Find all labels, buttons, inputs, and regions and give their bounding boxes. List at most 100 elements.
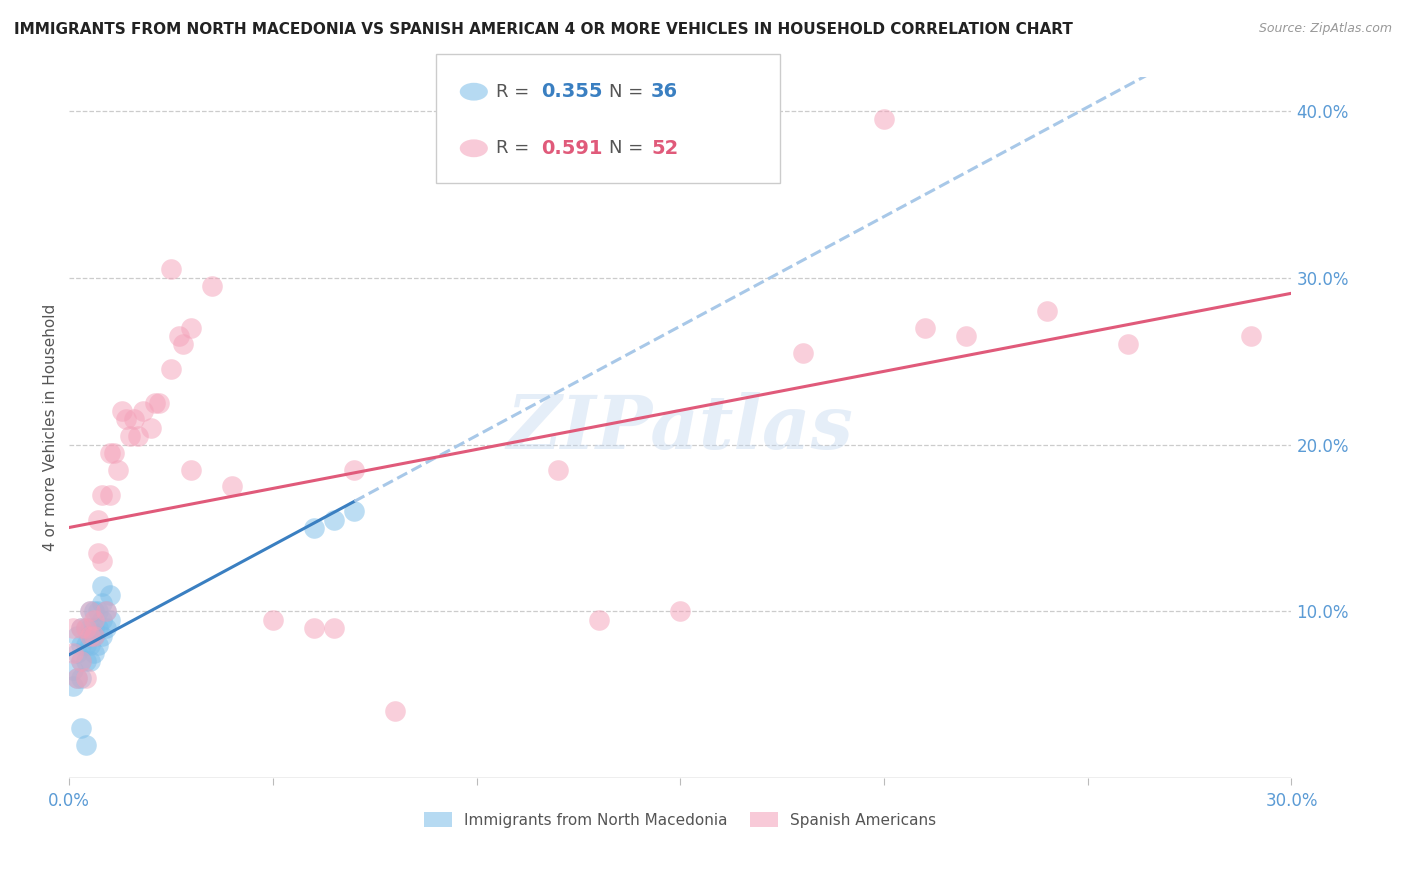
Text: R =: R = xyxy=(496,139,536,157)
Point xyxy=(70,721,93,735)
Point xyxy=(201,279,224,293)
Point xyxy=(90,487,112,501)
Point xyxy=(160,262,183,277)
Text: IMMIGRANTS FROM NORTH MACEDONIA VS SPANISH AMERICAN 4 OR MORE VEHICLES IN HOUSEH: IMMIGRANTS FROM NORTH MACEDONIA VS SPANI… xyxy=(14,22,1073,37)
Point xyxy=(75,655,97,669)
Point xyxy=(588,613,610,627)
Point xyxy=(94,604,117,618)
Point xyxy=(955,329,977,343)
Point xyxy=(90,554,112,568)
Text: 36: 36 xyxy=(651,82,678,101)
Point xyxy=(79,629,101,643)
Point xyxy=(180,462,202,476)
Point xyxy=(90,596,112,610)
Point xyxy=(83,646,105,660)
Point xyxy=(180,320,202,334)
Point xyxy=(70,671,93,685)
Point xyxy=(87,638,110,652)
Text: 0.355: 0.355 xyxy=(541,82,603,101)
Point xyxy=(83,604,105,618)
Point xyxy=(79,604,101,618)
Point xyxy=(87,513,110,527)
Point xyxy=(343,504,366,518)
Point xyxy=(323,621,346,635)
Point xyxy=(343,462,366,476)
Point xyxy=(87,546,110,560)
Point xyxy=(75,621,97,635)
Text: N =: N = xyxy=(609,83,648,101)
Point xyxy=(107,462,129,476)
Point xyxy=(87,604,110,618)
Point xyxy=(1036,304,1059,318)
Point xyxy=(669,604,692,618)
Point xyxy=(111,404,134,418)
Point xyxy=(98,446,121,460)
Point xyxy=(79,638,101,652)
Text: 52: 52 xyxy=(651,139,678,158)
Point xyxy=(75,738,97,752)
Point xyxy=(90,629,112,643)
Text: Source: ZipAtlas.com: Source: ZipAtlas.com xyxy=(1258,22,1392,36)
Point xyxy=(87,621,110,635)
Point xyxy=(1118,337,1140,351)
Point xyxy=(83,629,105,643)
Point xyxy=(139,421,162,435)
Point xyxy=(120,429,142,443)
Point xyxy=(94,621,117,635)
Point xyxy=(66,646,89,660)
Text: N =: N = xyxy=(609,139,648,157)
Point xyxy=(98,487,121,501)
Point xyxy=(302,621,325,635)
Point xyxy=(66,671,89,685)
Point xyxy=(70,621,93,635)
Point xyxy=(70,621,93,635)
Point xyxy=(83,613,105,627)
Point xyxy=(323,513,346,527)
Point xyxy=(75,671,97,685)
Point xyxy=(127,429,149,443)
Point xyxy=(70,638,93,652)
Point xyxy=(79,621,101,635)
Point xyxy=(1240,329,1263,343)
Point xyxy=(79,604,101,618)
Point xyxy=(90,613,112,627)
Point xyxy=(160,362,183,376)
Point xyxy=(66,671,89,685)
Point xyxy=(221,479,243,493)
Point xyxy=(62,663,84,677)
Point xyxy=(83,621,105,635)
Point xyxy=(873,112,896,127)
Text: ZIPatlas: ZIPatlas xyxy=(508,392,853,464)
Point xyxy=(148,396,170,410)
Point xyxy=(75,621,97,635)
Point xyxy=(98,588,121,602)
Point xyxy=(172,337,194,351)
Point xyxy=(66,629,89,643)
Point xyxy=(384,705,406,719)
Point xyxy=(83,629,105,643)
Point xyxy=(75,638,97,652)
Point xyxy=(115,412,138,426)
Point xyxy=(302,521,325,535)
Point xyxy=(124,412,146,426)
Point xyxy=(547,462,569,476)
Point xyxy=(79,655,101,669)
Point xyxy=(143,396,166,410)
Point xyxy=(103,446,125,460)
Point xyxy=(62,646,84,660)
Point xyxy=(98,613,121,627)
Point xyxy=(62,621,84,635)
Y-axis label: 4 or more Vehicles in Household: 4 or more Vehicles in Household xyxy=(44,304,58,551)
Point xyxy=(792,345,814,359)
Point xyxy=(262,613,284,627)
Point xyxy=(90,579,112,593)
Point xyxy=(62,680,84,694)
Point xyxy=(914,320,936,334)
Point xyxy=(131,404,153,418)
Point xyxy=(94,604,117,618)
Point xyxy=(70,655,93,669)
Text: 0.591: 0.591 xyxy=(541,139,603,158)
Point xyxy=(167,329,190,343)
Point xyxy=(70,655,93,669)
Legend: Immigrants from North Macedonia, Spanish Americans: Immigrants from North Macedonia, Spanish… xyxy=(418,805,942,834)
